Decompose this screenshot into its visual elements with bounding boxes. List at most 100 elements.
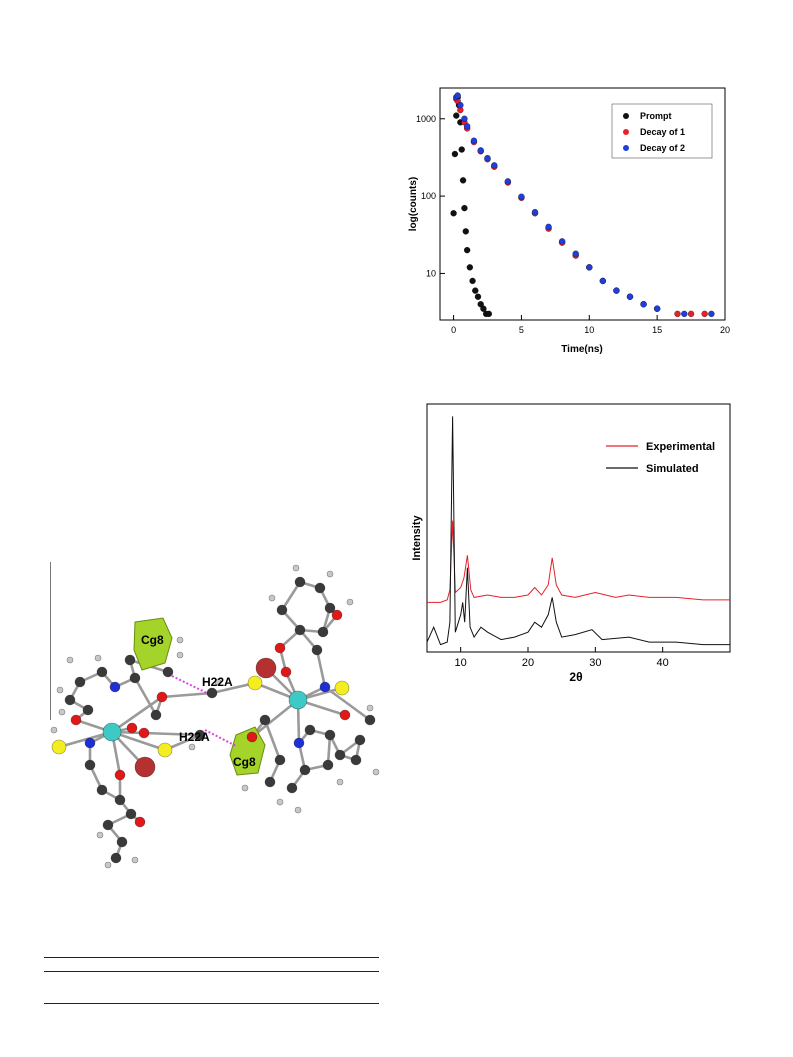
decay-point bbox=[450, 210, 457, 217]
decay-x-tick-label: 10 bbox=[584, 325, 594, 335]
decay-point bbox=[701, 310, 708, 318]
hydrogen-atom bbox=[96, 831, 104, 839]
decay-point bbox=[613, 287, 620, 294]
hydrogen-atom bbox=[366, 704, 374, 712]
oxygen-atom bbox=[246, 731, 258, 743]
nitrogen-atom bbox=[84, 737, 96, 749]
metal-atom bbox=[288, 690, 308, 710]
decay-point bbox=[453, 112, 460, 119]
hydrogen-atom bbox=[292, 564, 300, 572]
decay-point bbox=[474, 293, 482, 300]
decay-point bbox=[463, 247, 471, 254]
hydrogen-contacts bbox=[171, 675, 237, 747]
hydrogen-atom bbox=[326, 570, 334, 578]
decay-point bbox=[484, 154, 491, 162]
carbon-atom bbox=[324, 602, 336, 614]
decay-point bbox=[470, 137, 478, 144]
carbon-atom bbox=[299, 764, 311, 776]
decay-y-tick-label: 100 bbox=[421, 191, 436, 201]
decay-plot-frame bbox=[439, 87, 726, 321]
bond bbox=[280, 580, 302, 612]
carbon-atom bbox=[311, 644, 323, 656]
halide-atom bbox=[134, 756, 156, 778]
nitrogen-atom bbox=[109, 681, 121, 693]
halide-atom bbox=[255, 657, 277, 679]
carbon-atom bbox=[96, 784, 108, 796]
table-bottom-rule bbox=[44, 1003, 379, 1004]
pxrd-series-1 bbox=[426, 416, 730, 646]
decay-y-tick-label: 1000 bbox=[416, 114, 436, 124]
carbon-atom bbox=[334, 749, 346, 761]
decay-x-tick-label: 0 bbox=[451, 325, 456, 335]
decay-point bbox=[469, 277, 476, 285]
pxrd-series-0 bbox=[427, 520, 730, 603]
contact-line-lower bbox=[204, 729, 237, 747]
decay-plot: 0 5 10 15 20 10 100 1000 log(counts) Time(ns) P… bbox=[408, 87, 730, 355]
carbon-atom bbox=[364, 714, 376, 726]
pxrd-axes: 10 20 30 40 bbox=[455, 647, 669, 669]
hydrogen-atom bbox=[188, 743, 196, 751]
hydrogen-atom bbox=[176, 651, 184, 659]
carbon-atom bbox=[206, 687, 218, 699]
decay-point bbox=[457, 102, 464, 109]
decay-data-points bbox=[450, 92, 715, 318]
hydrogen-atom bbox=[268, 594, 276, 602]
pxrd-x-tick-label: 30 bbox=[589, 657, 601, 669]
sulfur-atom bbox=[51, 739, 67, 755]
pxrd-patterns bbox=[426, 416, 730, 646]
oxygen-atom bbox=[331, 609, 343, 621]
decay-point bbox=[466, 264, 474, 271]
pxrd-plot: 10 20 30 40 Intensity 2θ Experimental Simul… bbox=[411, 403, 731, 684]
decay-point bbox=[572, 250, 579, 257]
carbon-atom bbox=[304, 724, 316, 736]
decay-point bbox=[687, 310, 695, 318]
oxygen-atom bbox=[134, 816, 146, 828]
pxrd-x-axis-label: 2θ bbox=[569, 670, 582, 684]
sulfur-atom bbox=[157, 742, 173, 758]
carbon-atom bbox=[194, 729, 206, 741]
decay-point bbox=[681, 310, 688, 318]
bond bbox=[250, 698, 300, 739]
decay-legend-label-decay1: Decay of 1 bbox=[640, 127, 685, 137]
decay-point bbox=[531, 209, 539, 216]
decay-legend: Prompt Decay of 1 Decay of 2 bbox=[611, 103, 713, 159]
decay-series-2 bbox=[453, 92, 715, 318]
decay-legend-marker-prompt bbox=[623, 113, 629, 119]
hydrogen-atom bbox=[56, 686, 64, 694]
bond bbox=[160, 691, 214, 699]
carbon-atom bbox=[82, 704, 94, 716]
oxygen-atom bbox=[339, 709, 351, 721]
decay-point bbox=[459, 177, 467, 184]
label-h22a-lower: H22A bbox=[179, 730, 210, 744]
table-top-rule bbox=[44, 957, 379, 959]
pxrd-y-axis-label: Intensity bbox=[411, 515, 423, 561]
decay-point bbox=[491, 162, 498, 169]
pxrd-legend: Experimental Simulated bbox=[606, 441, 715, 475]
carbon-atom bbox=[324, 729, 336, 741]
carbon-atom bbox=[114, 794, 126, 806]
carbon-atom bbox=[96, 666, 108, 678]
decay-point bbox=[586, 264, 593, 271]
contact-line-upper bbox=[171, 675, 208, 694]
carbon-atom bbox=[259, 714, 271, 726]
hydrogen-atom bbox=[94, 654, 102, 662]
carbon-atom bbox=[150, 709, 162, 721]
decay-point bbox=[599, 277, 607, 285]
carbon-atom bbox=[116, 836, 128, 848]
nitrogen-atom bbox=[293, 737, 305, 749]
carbon-atom bbox=[64, 694, 76, 706]
hydrogen-atom bbox=[66, 656, 74, 664]
carbon-atom bbox=[110, 852, 122, 864]
pxrd-legend-label-simulated: Simulated bbox=[646, 463, 699, 475]
oxygen-atom bbox=[70, 714, 82, 726]
oxygen-atom bbox=[138, 727, 150, 739]
hydrogen-atom bbox=[241, 784, 249, 792]
table-header-rule bbox=[44, 971, 379, 972]
structure-figure-left-border bbox=[50, 562, 51, 720]
pxrd-x-tick-label: 40 bbox=[657, 657, 669, 669]
decay-series-0 bbox=[450, 94, 493, 318]
metal-atom bbox=[102, 722, 122, 742]
decay-legend-marker-decay1 bbox=[623, 129, 629, 135]
bond bbox=[110, 695, 164, 734]
carbon-atom bbox=[129, 672, 141, 684]
